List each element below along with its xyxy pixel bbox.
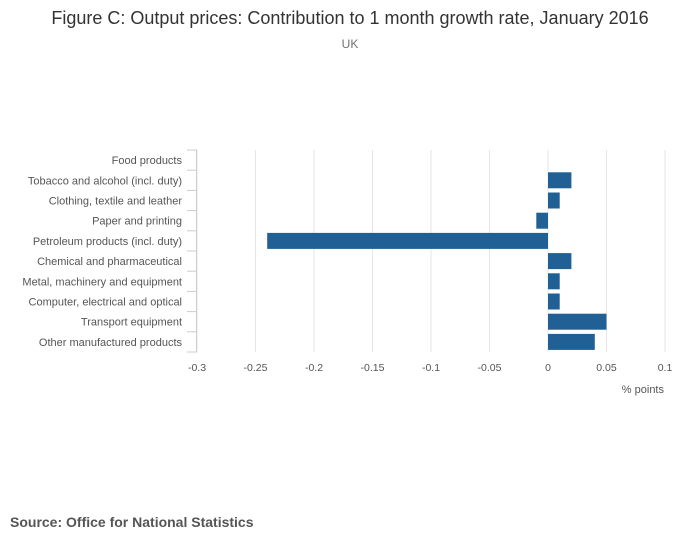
category-label: Chemical and pharmaceutical bbox=[37, 256, 182, 268]
x-tick-label: -0.1 bbox=[422, 362, 440, 374]
bar bbox=[548, 253, 572, 270]
category-label: Paper and printing bbox=[92, 216, 182, 228]
source-note: Source: Office for National Statistics bbox=[10, 514, 254, 530]
bar bbox=[548, 313, 607, 330]
x-tick-label: -0.05 bbox=[478, 362, 502, 374]
category-label: Transport equipment bbox=[81, 317, 182, 329]
x-tick-label: -0.15 bbox=[361, 362, 385, 374]
category-label: Other manufactured products bbox=[39, 337, 183, 349]
category-label: Tobacco and alcohol (incl. duty) bbox=[28, 175, 182, 187]
bar bbox=[548, 192, 560, 209]
category-label: Petroleum products (incl. duty) bbox=[33, 236, 182, 248]
chart-subtitle: UK bbox=[341, 37, 359, 51]
chart-title: Figure C: Output prices: Contribution to… bbox=[51, 8, 649, 28]
x-tick-label: 0.05 bbox=[596, 362, 617, 374]
x-tick-label: -0.3 bbox=[188, 362, 206, 374]
bar bbox=[548, 273, 560, 290]
bar bbox=[267, 232, 548, 249]
category-label: Metal, machinery and equipment bbox=[22, 276, 182, 288]
x-tick-label: 0 bbox=[545, 362, 551, 374]
x-tick-label: -0.2 bbox=[305, 362, 323, 374]
bar bbox=[548, 333, 595, 350]
bar bbox=[536, 212, 548, 229]
category-label: Clothing, textile and leather bbox=[49, 196, 183, 208]
x-axis-title: % points bbox=[622, 384, 665, 396]
x-tick-label: -0.25 bbox=[244, 362, 268, 374]
x-tick-label: 0.1 bbox=[658, 362, 673, 374]
bar bbox=[548, 172, 572, 189]
bar bbox=[548, 293, 560, 310]
category-label: Computer, electrical and optical bbox=[29, 297, 182, 309]
category-label: Food products bbox=[112, 155, 183, 167]
